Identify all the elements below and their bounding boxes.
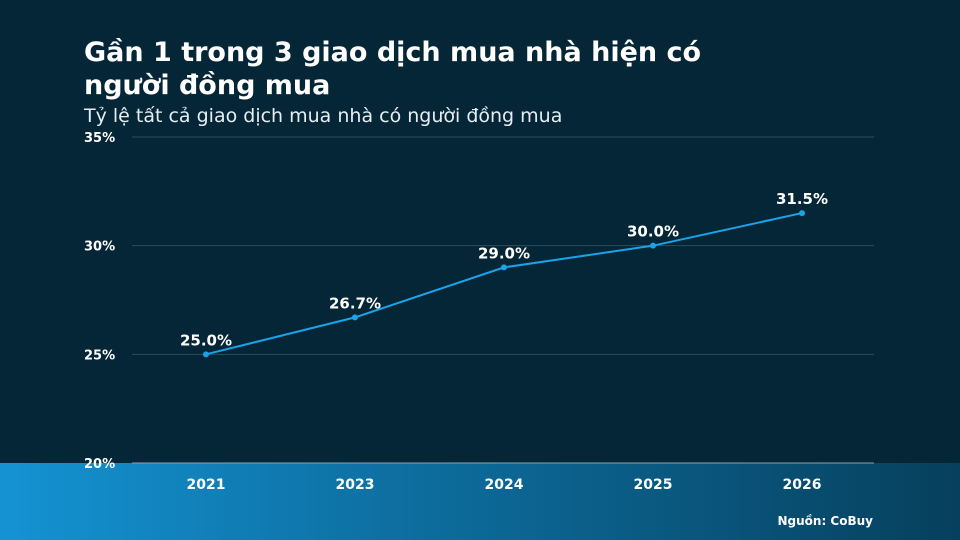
data-labels: 25.0% 26.7% 29.0% 30.0% 31.5%: [180, 190, 828, 349]
chart-subtitle: Tỷ lệ tất cả giao dịch mua nhà có người …: [84, 105, 563, 127]
y-tick-label: 30%: [84, 240, 115, 255]
data-points: [203, 210, 805, 358]
data-label: 29.0%: [478, 244, 530, 262]
x-axis-ticks: 2021 2023 2024 2025 2026: [187, 477, 822, 493]
data-label: 31.5%: [776, 190, 828, 208]
x-tick-label: 2024: [485, 477, 524, 493]
x-tick-label: 2021: [187, 477, 226, 493]
data-point: [352, 314, 358, 321]
series-line-layer: [205, 212, 803, 356]
series-line: [205, 212, 803, 356]
chart-title: Gần 1 trong 3 giao dịch mua nhà hiện có …: [84, 37, 702, 101]
data-point: [799, 210, 805, 217]
data-label: 30.0%: [627, 223, 679, 241]
source-note: Nguồn: CoBuy: [777, 514, 873, 528]
data-label: 25.0%: [180, 331, 232, 349]
bottom-gradient-band: [0, 463, 960, 540]
x-tick-label: 2026: [783, 477, 822, 493]
y-tick-label: 35%: [84, 131, 115, 146]
data-point: [203, 351, 209, 358]
x-tick-label: 2025: [634, 477, 673, 493]
x-tick-label: 2023: [336, 477, 375, 493]
data-label: 26.7%: [329, 294, 381, 312]
y-tick-label: 20%: [84, 457, 115, 472]
data-point: [650, 242, 656, 249]
gridlines: [132, 136, 874, 464]
y-axis-ticks: 20% 25% 30% 35%: [84, 131, 115, 472]
data-point: [501, 264, 507, 271]
y-tick-label: 25%: [84, 348, 115, 363]
